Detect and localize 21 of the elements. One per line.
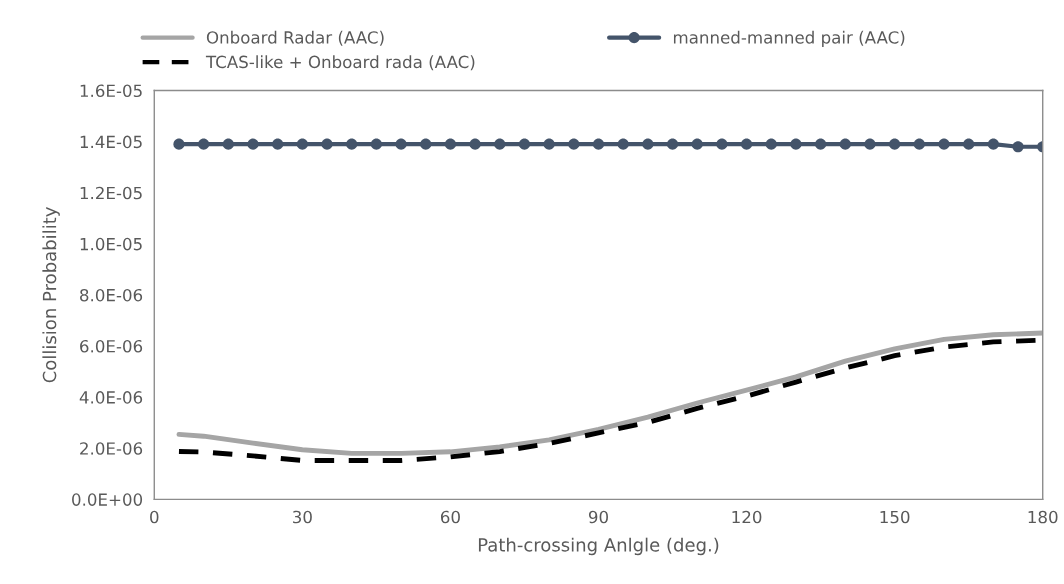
y-axis-title: Collision Probability <box>42 207 60 383</box>
x-tick-label: 30 <box>293 510 312 524</box>
y-tick-label: 4.0E-06 <box>79 391 143 404</box>
x-tick-label: 120 <box>732 510 762 524</box>
x-tick-label: 150 <box>880 510 910 524</box>
legend-label: Onboard Radar (AAC) <box>206 30 384 46</box>
x-tick-label: 90 <box>588 510 608 524</box>
y-tick-label: 1.2E-05 <box>80 186 142 200</box>
x-axis-title: Path-crossing Anlgle (deg.) <box>478 537 719 556</box>
legend-label: manned-manned pair (AAC) <box>673 30 905 47</box>
y-tick-label: 8.0E-06 <box>80 288 143 302</box>
x-tick-label: 60 <box>440 510 460 524</box>
legend-label: TCAS-like + Onboard rada (AAC) <box>205 55 475 71</box>
y-tick-label: 1.6E-05 <box>80 84 142 98</box>
y-tick-label: 6.0E-06 <box>80 339 143 353</box>
x-tick-label: 0 <box>150 510 159 524</box>
x-tick-label: 180 <box>1028 510 1058 524</box>
y-tick-label: 0.0E+00 <box>72 493 143 506</box>
y-tick-label: 1.0E-05 <box>80 237 142 251</box>
y-tick-label: 1.4E-05 <box>80 135 142 149</box>
y-tick-label: 2.0E-06 <box>80 442 143 455</box>
